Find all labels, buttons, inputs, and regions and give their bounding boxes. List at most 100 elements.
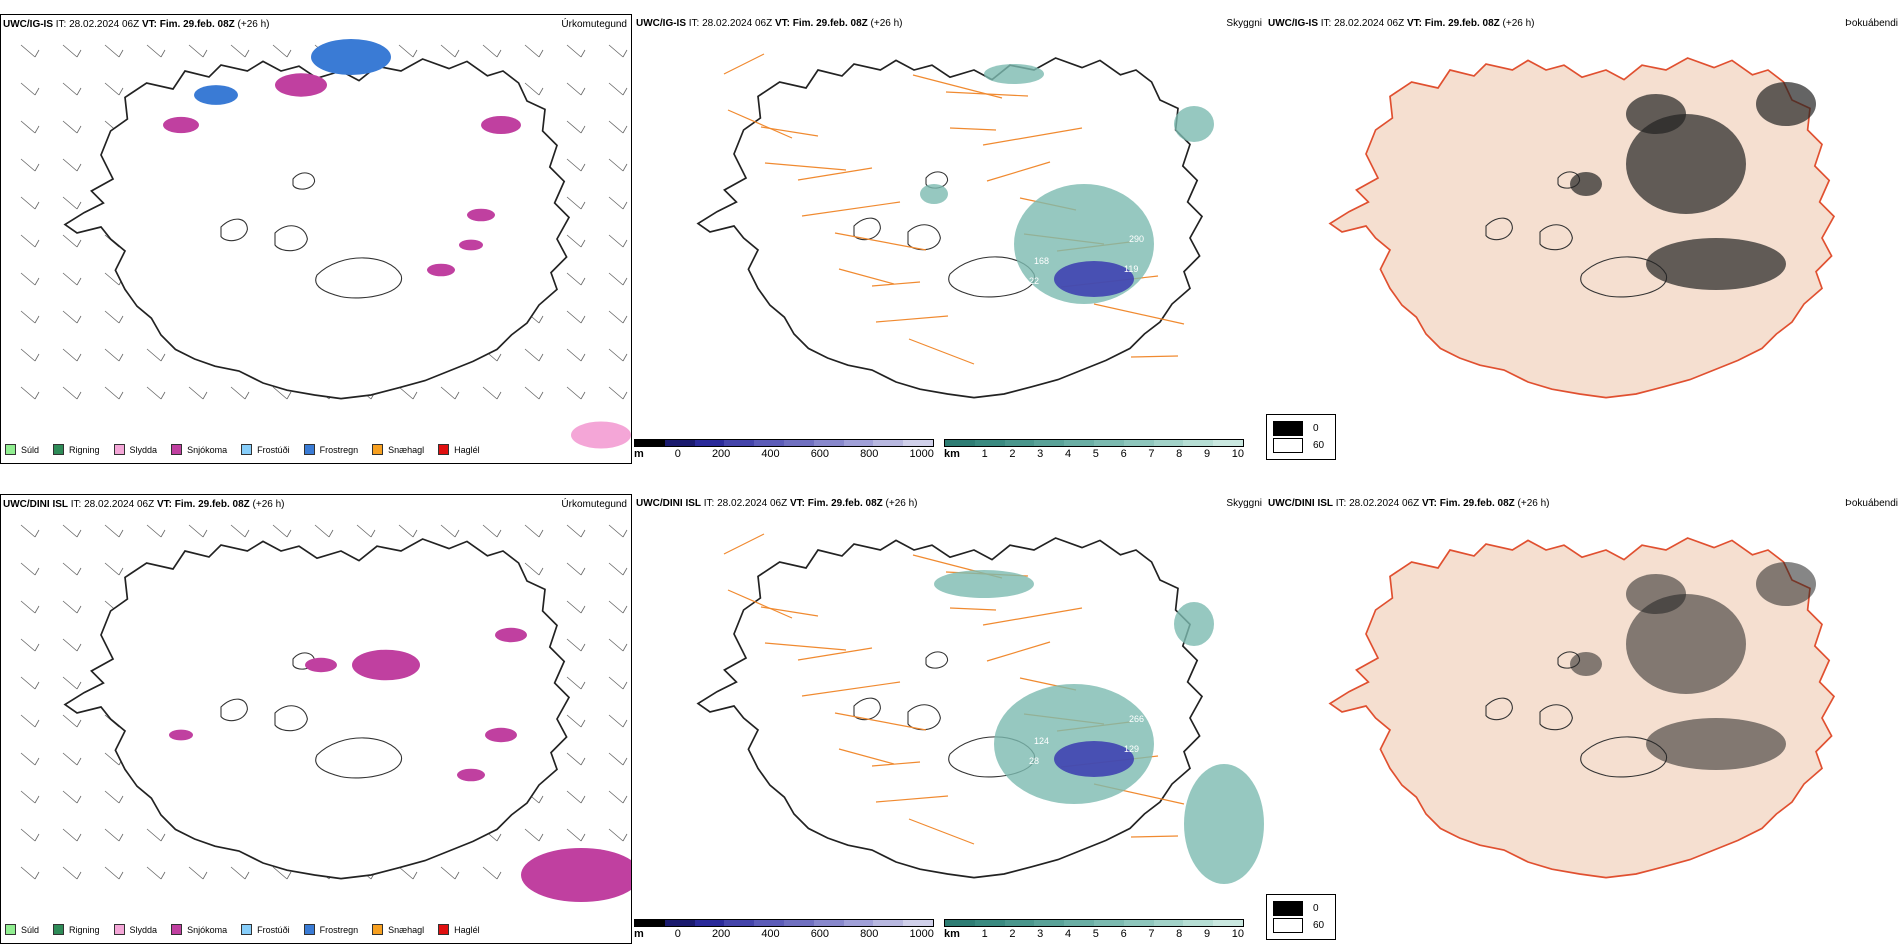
fog-area <box>1646 718 1786 770</box>
wind-barb <box>608 524 628 538</box>
visibility-value: 124 <box>1034 736 1049 746</box>
legend-item: Haglél <box>438 924 480 935</box>
legend-item: Frostúði <box>241 444 290 455</box>
legend-swatch <box>171 444 183 455</box>
fog-index-panel: UWC/DINI ISL IT: 28.02.2024 06Z VT: Fim.… <box>1266 494 1900 944</box>
scale-tick: 600 <box>810 928 830 940</box>
scale-color <box>1004 440 1035 446</box>
wind-barb <box>566 196 586 210</box>
scale-color <box>843 920 874 926</box>
wind-barb <box>62 524 82 538</box>
legend-item: Slydda <box>113 924 157 935</box>
wind-barb <box>608 638 628 652</box>
wind-barb <box>20 196 40 210</box>
wind-barb <box>566 234 586 248</box>
scale-tick: 400 <box>761 448 780 460</box>
wind-barb <box>188 866 208 880</box>
wind-barb <box>62 234 82 248</box>
legend-label: Slydda <box>129 444 158 455</box>
visibility-value: 52 <box>1174 686 1184 696</box>
legend-swatch <box>303 444 315 455</box>
wind-barb <box>566 562 586 576</box>
fog-label: 0 <box>1313 423 1319 434</box>
scale-color <box>873 920 904 926</box>
legend-label: Súld <box>21 444 40 455</box>
legend-label: Frostregn <box>319 444 359 455</box>
scale-tick: 1 <box>981 448 988 460</box>
wind-barb <box>104 310 124 324</box>
scale-color <box>813 440 844 446</box>
wind-barb <box>20 790 40 804</box>
road <box>764 162 847 171</box>
scale-tick: 3 <box>1037 448 1044 460</box>
scale-color <box>1183 440 1214 446</box>
wind-barb <box>566 524 586 538</box>
road <box>982 127 1083 146</box>
panel-title: Úrkomutegund <box>561 499 627 510</box>
fog-legend-row: 60 <box>1273 438 1329 453</box>
precip-area <box>275 73 327 97</box>
scale-color <box>694 920 725 926</box>
visibility-value: 28 <box>1029 756 1039 766</box>
visibility-scale-m: m 0 200 400 600 800 1000 <box>634 919 934 940</box>
scale-color <box>1034 920 1065 926</box>
wind-barb <box>20 562 40 576</box>
fog-legend-row: 0 <box>1273 901 1329 916</box>
wind-barb <box>566 600 586 614</box>
legend-swatch <box>241 924 253 935</box>
scale-color <box>635 920 665 926</box>
scale-color <box>945 440 975 446</box>
legend-item: Rigning <box>53 924 100 935</box>
road <box>797 647 873 661</box>
precip-area <box>427 263 455 277</box>
legend-swatch <box>438 924 450 935</box>
fog-area <box>1626 114 1746 214</box>
low-visibility-area <box>920 184 948 204</box>
legend-item: Frostúði <box>241 924 290 935</box>
wind-barb <box>230 44 250 58</box>
scale-color <box>1213 920 1243 926</box>
fog-legend: 0 60 <box>1266 414 1336 460</box>
scale-color <box>635 440 665 446</box>
wind-barb <box>146 44 166 58</box>
scale-color <box>1213 440 1243 446</box>
fog-label: 60 <box>1313 440 1325 451</box>
wind-barb <box>524 348 544 362</box>
scale-ticks: m 0 200 400 600 800 1000 <box>634 928 934 940</box>
legend-item: Snæhagl <box>372 924 424 935</box>
scale-bar <box>944 919 1244 927</box>
wind-barb <box>524 82 544 96</box>
legend-item: Snæhagl <box>372 444 424 455</box>
wind-barb <box>104 82 124 96</box>
visibility-value: 151 <box>934 256 949 266</box>
legend-swatch <box>438 444 450 455</box>
scale-bar <box>944 439 1244 447</box>
legend-label: Rigning <box>69 924 100 935</box>
road <box>908 818 975 845</box>
precip-area <box>352 649 420 681</box>
legend-swatch <box>5 924 16 935</box>
scale-color <box>754 920 784 926</box>
wind-barb <box>62 828 82 842</box>
model-name: UWC/IG-IS <box>1268 18 1318 29</box>
wind-barb <box>524 44 544 58</box>
visibility-value: 154 <box>994 206 1009 216</box>
wind-barb <box>566 120 586 134</box>
panel-title: Þokuábendi <box>1845 498 1898 509</box>
wind-barb <box>608 752 628 766</box>
legend-swatch <box>372 924 384 935</box>
road <box>986 641 1051 662</box>
visibility-value: 69 <box>1009 666 1019 676</box>
wind-barb <box>62 600 82 614</box>
scale-color <box>1004 920 1035 926</box>
wind-barb <box>146 386 166 400</box>
scale-tick: 200 <box>711 448 731 460</box>
fog-label: 60 <box>1313 920 1325 931</box>
wind-barb <box>608 272 628 286</box>
wind-barb <box>230 386 250 400</box>
wind-barb <box>20 120 40 134</box>
scale-color <box>974 440 1005 446</box>
model-name: UWC/IG-IS <box>3 19 53 30</box>
road <box>723 533 765 555</box>
wind-barb <box>398 386 418 400</box>
